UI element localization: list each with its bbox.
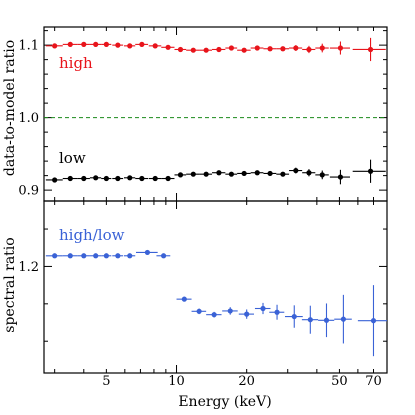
data-point [267,46,273,52]
data-point [216,170,222,176]
data-point [103,253,109,259]
data-point [177,172,184,178]
data-point [81,253,87,259]
data-point [340,316,346,322]
data-point [127,253,133,259]
data-point [67,175,73,182]
data-point [244,311,250,317]
data-point [293,45,299,51]
data-point [203,47,209,53]
data-point [144,249,151,256]
series-label-high-low: high/low [59,226,125,244]
x-axis: 5 10 20 50 70 [102,374,382,389]
x-tick-label: 50 [331,374,348,389]
data-point [367,46,374,53]
data-point [337,174,344,180]
data-point [127,175,133,181]
series-label-high: high [59,54,93,72]
data-point [81,41,87,48]
data-point [115,175,121,182]
x-axis-label: Energy (keV) [178,394,271,410]
data-point [93,253,99,259]
data-point [152,175,158,182]
data-point [260,305,266,312]
data-point [216,46,222,53]
data-point [52,43,58,49]
data-point [211,312,217,318]
panel-frame [43,200,388,374]
data-point [139,175,145,182]
data-point [306,170,312,176]
data-point [81,175,87,182]
data-point [323,317,330,323]
data-point [160,253,167,259]
data-point [181,296,187,302]
data-point [267,170,273,177]
x-tick-label: 10 [168,374,185,389]
data-point [52,253,58,259]
data-point [370,318,377,324]
data-point [165,44,171,50]
data-point [274,309,280,315]
data-point [139,41,145,48]
data-point [367,168,374,174]
y-tick-label: 0.9 [18,184,39,199]
data-point [228,171,235,177]
bottom-y-axis-label: spectral ratio [2,237,18,332]
data-point [307,317,313,323]
series-high-low [45,249,387,357]
y-tick-label: 1.1 [18,39,39,54]
top-panel: 0.9 1.0 1.1 [18,26,388,202]
data-point [190,47,196,53]
x-tick-label: 20 [238,374,255,389]
data-point [52,177,58,183]
data-point [254,170,260,176]
series-low [45,159,386,185]
x-tick-label: 5 [102,374,110,389]
data-point [67,41,73,48]
data-point [165,175,171,182]
panel-frame [43,26,388,202]
x-tick-label: 70 [365,374,382,389]
data-point [203,171,209,177]
series-label-low: low [59,149,86,167]
data-point [67,253,73,259]
data-point [115,42,121,48]
data-point [190,171,196,177]
data-point [228,45,235,51]
data-point [127,43,133,49]
data-point [196,308,202,314]
data-point [306,46,312,53]
top-y-axis-label: data-to-model ratio [2,40,18,176]
y-tick-label: 1.0 [18,111,39,126]
data-point [103,175,109,182]
data-point [241,170,247,177]
data-point [254,45,260,51]
data-point [280,46,286,52]
data-point [103,41,109,48]
data-point [227,308,233,314]
series-high [45,37,386,62]
data-point [93,175,99,181]
data-point [291,313,297,320]
y-tick-label: 1.2 [18,260,39,275]
data-point [280,171,286,177]
data-point [293,167,299,174]
data-point [152,43,158,49]
data-point [241,47,247,53]
bottom-panel: 1.2 [18,200,388,374]
data-point [319,172,325,178]
data-point [177,46,184,53]
data-point [93,41,99,48]
data-point [319,45,325,51]
data-point [337,45,344,51]
data-point [115,253,121,259]
